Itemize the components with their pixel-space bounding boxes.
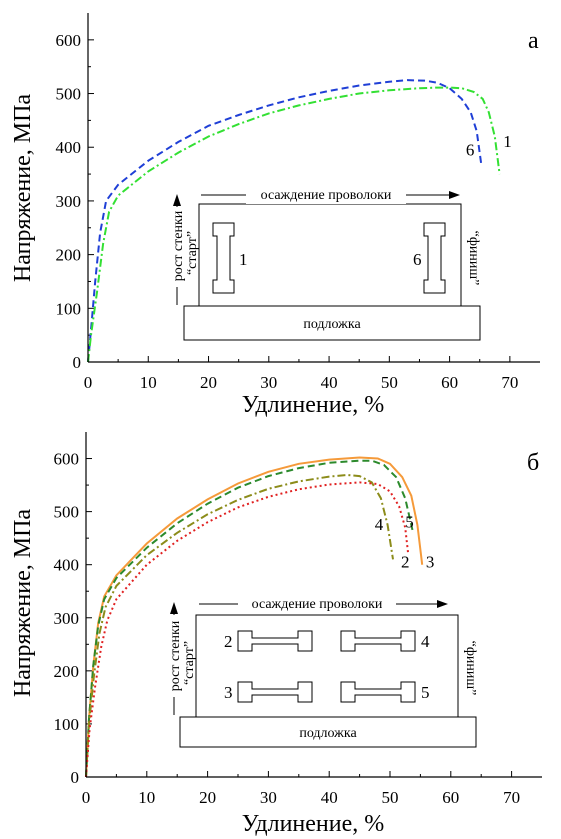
panel-b-series-4 [85,473,394,778]
panel-b-series-5 [85,459,415,778]
panel-a-series [87,79,501,363]
panel-a-inset-start: “старт” [185,231,200,275]
panel-a-xtick-label-30: 30 [260,373,277,392]
panel-a-ticks: 0 10 20 30 40 50 60 70 0 100 200 300 400 500 600 [56,31,519,392]
panel-a-inset-finish: “финиш” [466,231,481,286]
panel-a-inset-header: осаждение проволоки [261,188,392,203]
panel-a-series-6 [87,79,483,363]
panel-a-series-1 [87,86,501,363]
panel-a-xtick-label-60: 60 [441,373,458,392]
panel-b-ytick-label-300: 300 [54,609,80,628]
panel-b-inset-side-arrow-head [170,602,178,614]
panel-b-inset-num-2: 2 [224,632,233,651]
panel-b: 0 10 20 30 40 50 60 70 0 100 200 300 400 500 600 Напря… [10,432,542,837]
panel-a-ytick-label-300: 300 [56,192,82,211]
panel-b-xlabel: Удлинение, % [242,811,385,837]
panel-b-inset-header-arrow-head [437,600,448,608]
panel-a-inset-wall [198,203,462,307]
panel-b-inset-num-3: 3 [224,683,233,702]
panel-b-letter: б [527,450,539,476]
panel-a-ytick-label-200: 200 [56,246,82,265]
panel-a-inset-num-1: 1 [239,250,248,269]
panel-a: 0 10 20 30 40 50 60 70 0 100 200 300 400 500 600 Напря… [10,13,540,418]
panel-b-inset-wall [195,614,459,718]
panel-b-inset-side-label: рост стенки [168,620,183,691]
panel-b-inset-substrate-label: подложка [299,726,357,741]
panel-a-ytick-label-100: 100 [56,299,82,318]
panel-a-curve-label-1: 1 [503,132,512,151]
panel-a-ytick-label-0: 0 [73,353,82,372]
panel-a-inset-specimen-6 [423,222,446,294]
panel-b-curve-labels: 4 5 2 3 [375,513,435,572]
panel-a-curve-label-6: 6 [466,140,475,159]
panel-a-inset: подложка осаждение проволоки рост стенки… [168,186,481,341]
panel-a-ytick-label-400: 400 [56,138,82,157]
panel-b-inset-header: осаждение проволоки [252,597,383,612]
panel-b-inset-num-4: 4 [421,632,430,651]
panel-b-ytick-label-600: 600 [54,450,80,469]
panel-b-xtick-label-70: 70 [503,788,520,807]
panel-b-inset-num-5: 5 [421,683,430,702]
panel-a-xtick-label-0: 0 [84,373,93,392]
panel-a-inset-substrate [183,305,481,341]
panel-a-inset-side-arrow-head [173,194,181,206]
panel-a-inset-num-6: 6 [413,250,422,269]
panel-b-axes [85,432,542,778]
panel-b-curve-label-3: 3 [426,552,435,571]
panel-b-xtick-label-20: 20 [199,788,216,807]
panel-a-xtick-label-50: 50 [381,373,398,392]
panel-b-ytick-label-400: 400 [54,556,80,575]
panel-b-xtick-label-10: 10 [138,788,155,807]
panel-b-ytick-label-500: 500 [54,503,80,522]
panel-a-xtick-label-10: 10 [140,373,157,392]
panel-a-axes [87,13,540,363]
panel-a-ytick-label-600: 600 [56,31,82,50]
panel-b-series-2 [85,481,410,778]
panel-b-inset-specimen-3 [237,681,313,703]
panel-b-inset-specimen-5 [340,681,416,703]
panel-b-ytick-label-100: 100 [54,715,80,734]
panel-b-xtick-label-50: 50 [382,788,399,807]
panel-b-ticks: 0 10 20 30 40 50 60 70 0 100 200 300 400 500 600 [54,450,521,807]
panel-a-inset-side-bg [168,207,186,287]
panel-b-xtick-label-60: 60 [442,788,459,807]
panel-a-xtick-label-70: 70 [501,373,518,392]
panel-b-inset: подложка осаждение проволоки рост стенки… [165,595,478,748]
panel-b-inset-side-bg [165,615,183,697]
panel-b-xtick-label-30: 30 [260,788,277,807]
panel-a-xlabel: Удлинение, % [242,392,385,418]
panel-b-curve-label-5: 5 [405,513,414,532]
panel-b-inset-header-bg [238,595,396,613]
panel-a-xtick-label-20: 20 [200,373,217,392]
panel-b-inset-finish: “финиш” [463,641,478,696]
panel-b-series [85,456,424,778]
panel-b-inset-specimen-4 [340,630,416,652]
panel-a-letter: а [528,28,539,54]
panel-a-inset-substrate-label: подложка [303,317,361,332]
panel-b-curve-label-2: 2 [401,552,410,571]
panel-b-ylabel: Напряжение, МПа [10,509,36,697]
panel-b-inset-substrate [179,716,477,748]
panel-a-inset-side-label: рост стенки [171,210,186,281]
panel-a-ylabel: Напряжение, МПа [10,94,36,282]
panel-b-xtick-label-40: 40 [321,788,338,807]
panel-a-inset-header-arrow-head [449,191,460,199]
panel-b-ytick-label-0: 0 [71,768,80,787]
panel-a-inset-header-bg [246,186,406,204]
panel-a-ytick-label-500: 500 [56,85,82,104]
panel-b-xtick-label-0: 0 [82,788,91,807]
panel-b-curve-label-4: 4 [375,515,384,534]
panel-b-inset-specimen-2 [237,630,313,652]
panel-b-inset-start: “старт” [182,641,197,685]
panel-a-xtick-label-40: 40 [321,373,338,392]
panel-a-inset-specimen-1 [212,222,235,294]
panel-b-ytick-label-200: 200 [54,662,80,681]
